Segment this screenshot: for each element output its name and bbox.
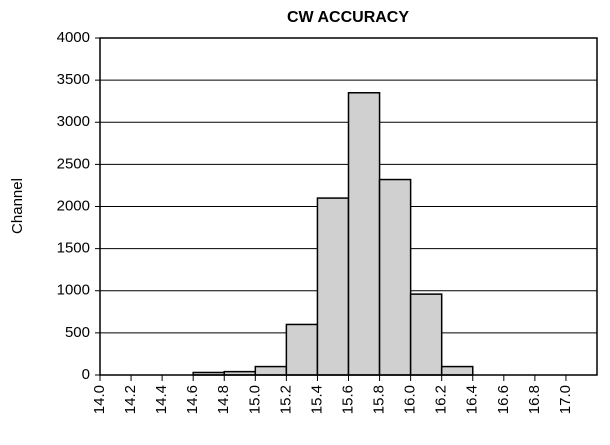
x-tick-label: 14.6 [184,385,201,414]
chart-title: CW ACCURACY [287,9,409,26]
x-tick-label: 16.6 [495,385,512,414]
y-tick-label: 0 [82,366,90,383]
y-tick-label: 3000 [57,113,90,130]
x-tick-label: 14.8 [215,385,232,414]
x-tick-label: 17.0 [557,385,574,414]
bar [254,365,288,376]
bar [316,197,350,376]
bar [378,178,412,376]
x-tick-label: 14.2 [122,385,139,414]
x-tick-label: 14.0 [91,385,108,414]
y-tick-label: 4000 [57,29,90,46]
bar [285,323,319,376]
bar [440,365,474,376]
x-tick-label: 16.0 [402,385,419,414]
x-tick-label: 16.4 [464,385,481,414]
y-axis-label: Channel [9,178,26,234]
y-tick-label: 500 [65,324,90,341]
y-tick-label: 1000 [57,282,90,299]
plot-frame [99,37,598,376]
x-tick-label: 15.0 [246,385,263,414]
x-tick-label: 15.6 [339,385,356,414]
x-tick-label: 16.2 [433,385,450,414]
x-tick-label: 15.8 [371,385,388,414]
bar [409,293,443,376]
x-tick-label: 15.2 [277,385,294,414]
x-tick-label: 14.4 [153,385,170,414]
bar [347,92,381,376]
y-tick-label: 2000 [57,197,90,214]
x-tick-label: 15.4 [308,385,325,414]
y-tick-label: 3500 [57,71,90,88]
y-tick-label: 1500 [57,240,90,257]
x-tick-label: 16.8 [526,385,543,414]
y-tick-label: 2500 [57,155,90,172]
